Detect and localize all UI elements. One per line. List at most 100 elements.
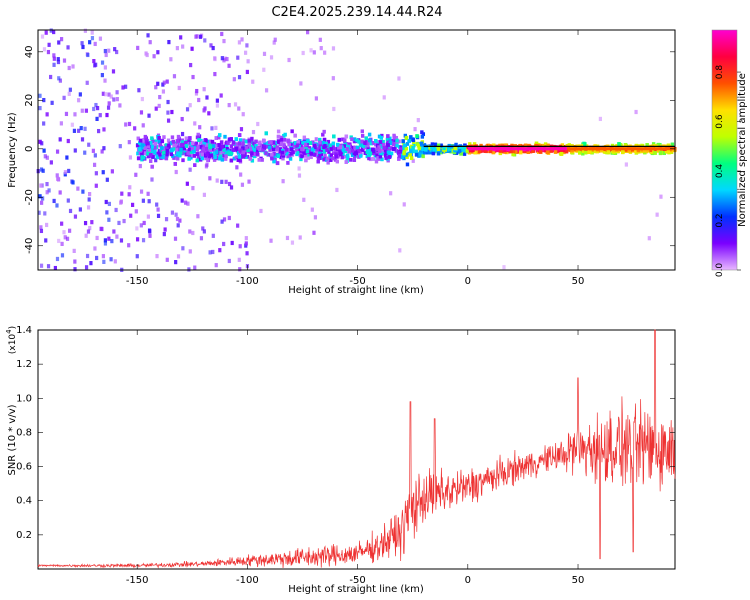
spectrogram-cell [147, 228, 152, 233]
spectrogram-cell [504, 143, 508, 148]
spectrogram-cell [386, 143, 390, 147]
spectrogram-cell [282, 143, 286, 148]
spectrogram-cell [73, 112, 77, 117]
spectrogram-cell [439, 143, 443, 148]
spectrogram-cell [375, 147, 380, 152]
spectrogram-cell [229, 137, 233, 141]
spectrogram-cell [294, 146, 299, 151]
spectrogram-cell [321, 140, 326, 145]
spectrogram-cell [323, 50, 327, 55]
spectrogram-cell [143, 151, 148, 156]
spectrogram-cell [309, 48, 313, 53]
spectrogram-cell [105, 210, 109, 215]
spectrogram-cell [66, 198, 70, 203]
spectrogram-cell [179, 35, 183, 40]
spectrogram-cell [621, 149, 625, 154]
spectrogram-cell [194, 34, 198, 39]
spectrogram-cell [115, 49, 119, 55]
spectrogram-cell [141, 198, 145, 203]
colorbar-tick-label: 0.8 [715, 65, 725, 80]
spectrogram-cell [287, 153, 292, 158]
spectrogram-cell [369, 141, 374, 146]
spectrogram-cell [43, 154, 47, 159]
spectrogram-cell [368, 138, 372, 143]
spectrogram-cell [258, 140, 262, 145]
spectrogram-cell [244, 236, 248, 241]
spectrogram-cell [281, 156, 285, 161]
spectrogram-cell [134, 172, 138, 177]
spectrogram-cell [237, 257, 241, 262]
spectrogram-cell [154, 158, 158, 163]
spectrogram-cell [196, 214, 200, 219]
spectrogram-cell [204, 138, 208, 143]
spectrogram-cell [345, 153, 350, 158]
spectrogram-cell [243, 50, 248, 55]
spectrogram-cell [303, 154, 308, 158]
spectrogram-cell [215, 98, 219, 103]
spectrogram-cell [194, 141, 199, 146]
spectrogram-cell [220, 31, 224, 37]
spectrogram-cell [392, 141, 396, 146]
spectrogram-cell [363, 141, 367, 146]
spectrogram-cell [275, 147, 280, 152]
snr-x-tick-label: 0 [465, 575, 471, 586]
spectrogram-cell [238, 138, 243, 143]
spectrogram-cell [397, 151, 401, 155]
spectrogram-cell [297, 144, 301, 149]
spectrogram-cell [146, 154, 151, 159]
spectrogram-cell [163, 227, 167, 232]
spectrogram-cell [322, 157, 326, 162]
spectrogram-cell [523, 149, 528, 154]
spectrogram-cell [118, 103, 122, 108]
spectrogram-cell [196, 132, 200, 137]
spectrogram-cell [370, 147, 375, 152]
spectrogram-cell [374, 159, 379, 164]
spectrogram-cell [371, 141, 376, 145]
spectrogram-cell [241, 141, 245, 146]
spectrogram-cell [102, 259, 106, 264]
spectrogram-cell [252, 141, 256, 146]
spectrogram-cell [282, 149, 287, 154]
spectrogram-cell [171, 139, 176, 144]
spectrogram-cell [62, 58, 67, 63]
spectrogram-cell [335, 187, 339, 193]
spectrogram-cell [112, 97, 116, 102]
colorbar-tick-label: 0.4 [715, 164, 725, 179]
snr-series-line [37, 329, 676, 569]
spectrogram-cell [193, 146, 197, 151]
spectrogram-cell [457, 149, 462, 153]
spectrogram-cell [666, 143, 671, 148]
spectrogram-cell [160, 139, 164, 144]
spectrogram-cell [653, 151, 657, 155]
spectrogram-cell [156, 81, 160, 86]
spectrogram-cell [195, 88, 199, 94]
spectrogram-cell [386, 158, 390, 163]
spectrogram-cell [140, 157, 144, 162]
spectrogram-cell [213, 155, 217, 160]
spectrogram-cell [208, 148, 213, 153]
spectrogram-cell [175, 153, 179, 158]
spectrogram-cell [84, 265, 89, 270]
spectrogram-cell [210, 139, 215, 144]
spectrogram-cell [306, 139, 310, 144]
spectrogram-cell [196, 145, 200, 150]
spectrogram-cell [332, 106, 336, 112]
spectrogram-cell [306, 30, 310, 35]
spectrogram-cell [148, 233, 152, 238]
spectrogram-cell [195, 147, 199, 152]
spectrogram-cell [38, 93, 42, 98]
spectrogram-cell [269, 145, 273, 150]
spectrogram-cell [213, 151, 217, 156]
spectrogram-cell [94, 183, 98, 188]
chart-title: C2E4.2025.239.14.44.R24 [271, 5, 442, 20]
spectrogram-cell [66, 45, 70, 50]
spectrogram-cell [272, 151, 276, 156]
spectrogram-cell [143, 146, 148, 151]
snr-y-tick-label: 0.6 [16, 462, 32, 473]
spectrogram-cell [282, 137, 287, 142]
spectrogram-cell [384, 156, 388, 160]
spectrogram-cell [199, 145, 203, 149]
spectrogram-cell [118, 144, 122, 149]
spectrogram-cell [224, 179, 228, 184]
spectrogram-cell [204, 147, 209, 151]
